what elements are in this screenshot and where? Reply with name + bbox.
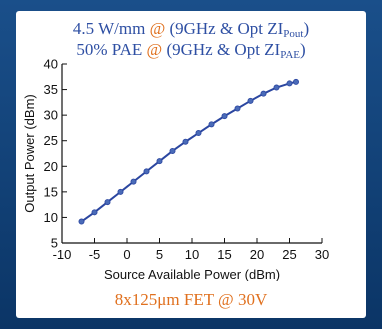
data-point xyxy=(156,158,163,165)
data-point xyxy=(182,138,189,145)
title-2-rest: (9GHz & Opt ZI xyxy=(162,40,281,59)
title-2-main: 50% PAE xyxy=(76,40,147,59)
y-tick-label: 35 xyxy=(44,82,58,97)
title-1-rest: (9GHz & Opt ZI xyxy=(165,19,284,38)
title-2-close: ) xyxy=(300,40,306,59)
y-tick-label: 20 xyxy=(44,159,58,174)
x-tick-label: 30 xyxy=(315,247,329,262)
data-point xyxy=(117,188,124,195)
y-tick-label: 40 xyxy=(44,57,58,72)
x-axis-label: Source Available Power (dBm) xyxy=(104,267,280,281)
title-1-subscript: Pout xyxy=(283,28,304,40)
title-2-subscript: PAE xyxy=(280,49,300,61)
data-point xyxy=(286,80,293,87)
x-axis-ticks: -10 -5 0 5 10 15 20 25 30 xyxy=(53,238,329,262)
title-1-close: ) xyxy=(303,19,310,38)
title-1-at: @ xyxy=(149,19,166,38)
data-point xyxy=(143,168,150,175)
x-tick-label: 10 xyxy=(185,247,199,262)
data-point xyxy=(130,178,137,185)
data-point xyxy=(273,84,280,91)
y-tick-label: 25 xyxy=(44,133,58,148)
data-point xyxy=(221,113,228,120)
chart-axes xyxy=(61,64,322,244)
y-tick-label: 5 xyxy=(51,236,58,251)
title-2-at: @ xyxy=(146,40,163,59)
x-tick-label: 15 xyxy=(217,247,231,262)
x-tick-label: 5 xyxy=(156,247,163,262)
y-tick-label: 30 xyxy=(44,108,58,123)
data-point xyxy=(104,199,111,206)
y-axis-label: Output Power (dBm) xyxy=(22,94,37,213)
x-tick-label: -10 xyxy=(53,247,72,262)
chart-title-line-1: 4.5 W/mm @ (9GHz & Opt ZIPout) xyxy=(16,19,366,40)
data-point xyxy=(260,90,267,97)
series-line xyxy=(80,80,297,223)
x-tick-label: -5 xyxy=(89,247,101,262)
y-tick-label: 15 xyxy=(44,184,58,199)
data-point xyxy=(208,121,215,128)
data-point xyxy=(247,97,254,104)
device-caption: 8x125μm FET @ 30V xyxy=(114,290,268,309)
line-chart: -10 -5 0 5 10 15 20 25 30 5 10 15 20 25 30 35 40 Source… xyxy=(22,57,329,282)
data-point xyxy=(292,78,299,85)
y-tick-label: 10 xyxy=(44,210,58,225)
data-point xyxy=(234,105,241,112)
data-point xyxy=(169,147,176,154)
title-1-main: 4.5 W/mm xyxy=(72,19,150,38)
plot-series xyxy=(78,78,299,225)
chart-panel: 4.5 W/mm @ (9GHz & Opt ZIPout) 50% PAE @… xyxy=(16,11,366,318)
data-point xyxy=(91,209,98,216)
chart-title-line-2: 50% PAE @ (9GHz & Opt ZIPAE) xyxy=(16,40,366,61)
x-tick-label: 25 xyxy=(282,247,296,262)
data-point xyxy=(78,218,85,225)
x-tick-label: 20 xyxy=(250,247,264,262)
y-axis-ticks: 5 10 15 20 25 30 35 40 xyxy=(44,57,67,251)
data-point xyxy=(195,130,202,137)
x-tick-label: 0 xyxy=(123,247,130,262)
